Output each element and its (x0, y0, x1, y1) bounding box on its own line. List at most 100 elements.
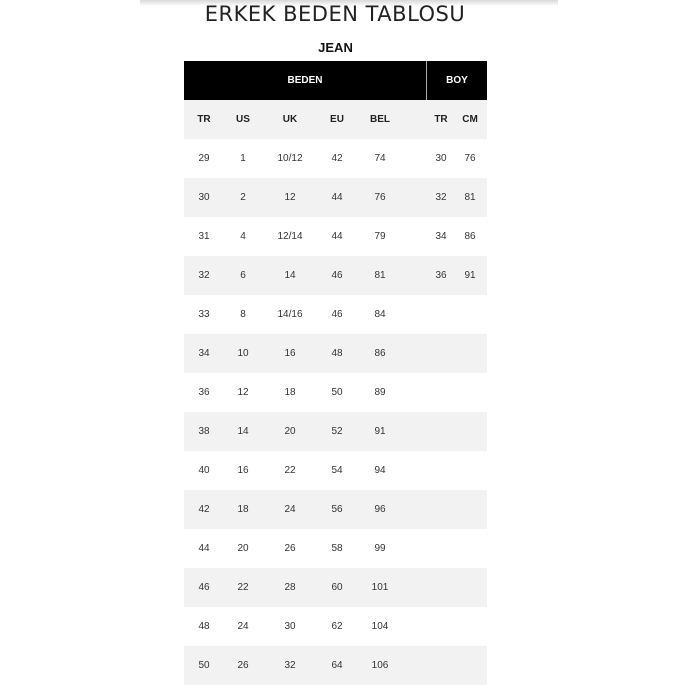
table-cell: 12 (284, 192, 296, 203)
table-cell: 99 (374, 543, 386, 554)
table-cell: 2 (240, 192, 246, 203)
table-cell: 54 (331, 465, 343, 476)
table-cell: 14/16 (277, 309, 303, 320)
table-cell: 94 (374, 465, 386, 476)
table-cell: 22 (237, 582, 249, 593)
table-row: 31 4 12/14 44 79 34 86 (184, 217, 487, 256)
table-cell: 26 (237, 660, 249, 671)
table-cell: 62 (331, 621, 343, 632)
table-cell: 24 (284, 504, 296, 515)
table-cell: 33 (198, 309, 210, 320)
table-cell: 104 (371, 621, 389, 632)
column-header: UK (282, 114, 298, 125)
column-header: TR (197, 114, 211, 125)
table-cell: 4 (240, 231, 246, 242)
table-cell: 89 (374, 387, 386, 398)
table-cell: 12/14 (277, 231, 303, 242)
table-row: 40 16 22 54 94 (184, 451, 487, 490)
table-cell: 48 (331, 348, 343, 359)
table-cell: 12 (237, 387, 249, 398)
table-cell: 36 (198, 387, 210, 398)
table-cell: 20 (284, 426, 296, 437)
table-cell: 14 (237, 426, 249, 437)
table-row: 36 12 18 50 89 (184, 373, 487, 412)
top-shadow-bar (140, 0, 558, 6)
table-cell: 30 (198, 192, 210, 203)
table-cell: 14 (284, 270, 296, 281)
table-cell: 79 (374, 231, 386, 242)
table-cell: 32 (435, 192, 447, 203)
table-cell: 38 (198, 426, 210, 437)
table-cell: 16 (284, 348, 296, 359)
table-cell: 81 (464, 192, 476, 203)
table-cell: 42 (198, 504, 210, 515)
group-header-boy: BOY (446, 75, 468, 86)
column-header-row: TR US UK EU BEL TR CM (184, 100, 487, 139)
table-row: 44 20 26 58 99 (184, 529, 487, 568)
group-header-beden: BEDEN (184, 61, 427, 100)
table-cell: 60 (331, 582, 343, 593)
table-cell: 44 (331, 231, 343, 242)
table-cell: 22 (284, 465, 296, 476)
column-header: EU (330, 114, 344, 125)
table-cell: 10 (237, 348, 249, 359)
table-cell: 1 (240, 153, 246, 164)
column-header: US (236, 114, 250, 125)
table-row: 48 24 30 62 104 (184, 607, 487, 646)
table-row: 50 26 32 64 106 (184, 646, 487, 685)
table-row: 30 2 12 44 76 32 81 (184, 178, 487, 217)
table-row: 46 22 28 60 101 (184, 568, 487, 607)
column-header: CM (462, 114, 478, 125)
table-cell: 91 (464, 270, 476, 281)
table-row: 34 10 16 48 86 (184, 334, 487, 373)
table-cell: 106 (371, 660, 389, 671)
table-row: 33 8 14/16 46 84 (184, 295, 487, 334)
table-cell: 46 (331, 270, 343, 281)
table-cell: 44 (331, 192, 343, 203)
group-header-row: BEDEN BOY (184, 61, 487, 100)
table-cell: 16 (237, 465, 249, 476)
table-cell: 58 (331, 543, 343, 554)
table-cell: 48 (198, 621, 210, 632)
table-cell: 24 (237, 621, 249, 632)
table-row: 42 18 24 56 96 (184, 490, 487, 529)
table-cell: 10/12 (277, 153, 303, 164)
table-cell: 81 (374, 270, 386, 281)
table-subtitle: JEAN (318, 40, 353, 55)
table-cell: 50 (331, 387, 343, 398)
table-cell: 91 (374, 426, 386, 437)
table-cell: 50 (198, 660, 210, 671)
table-cell: 18 (284, 387, 296, 398)
table-cell: 18 (237, 504, 249, 515)
column-header: TR (434, 114, 448, 125)
table-cell: 20 (237, 543, 249, 554)
table-row: 29 1 10/12 42 74 30 76 (184, 139, 487, 178)
table-cell: 34 (198, 348, 210, 359)
table-cell: 52 (331, 426, 343, 437)
table-cell: 76 (374, 192, 386, 203)
table-cell: 30 (284, 621, 296, 632)
table-cell: 40 (198, 465, 210, 476)
table-cell: 74 (374, 153, 386, 164)
table-cell: 30 (435, 153, 447, 164)
table-row: 32 6 14 46 81 36 91 (184, 256, 487, 295)
table-cell: 86 (374, 348, 386, 359)
table-cell: 42 (331, 153, 343, 164)
table-cell: 101 (371, 582, 389, 593)
table-cell: 34 (435, 231, 447, 242)
table-cell: 46 (331, 309, 343, 320)
table-cell: 8 (240, 309, 246, 320)
table-cell: 96 (374, 504, 386, 515)
table-cell: 46 (198, 582, 210, 593)
page-title: ERKEK BEDEN TABLOSU (204, 2, 466, 26)
table-cell: 26 (284, 543, 296, 554)
table-cell: 56 (331, 504, 343, 515)
table-cell: 6 (240, 270, 246, 281)
size-table: BEDEN BOY TR US UK EU BEL TR CM 29 1 10/12 42 74 30… (184, 61, 487, 685)
table-row: 38 14 20 52 91 (184, 412, 487, 451)
table-cell: 86 (464, 231, 476, 242)
table-cell: 32 (198, 270, 210, 281)
table-cell: 76 (464, 153, 476, 164)
table-cell: 29 (198, 153, 210, 164)
table-cell: 31 (198, 231, 210, 242)
